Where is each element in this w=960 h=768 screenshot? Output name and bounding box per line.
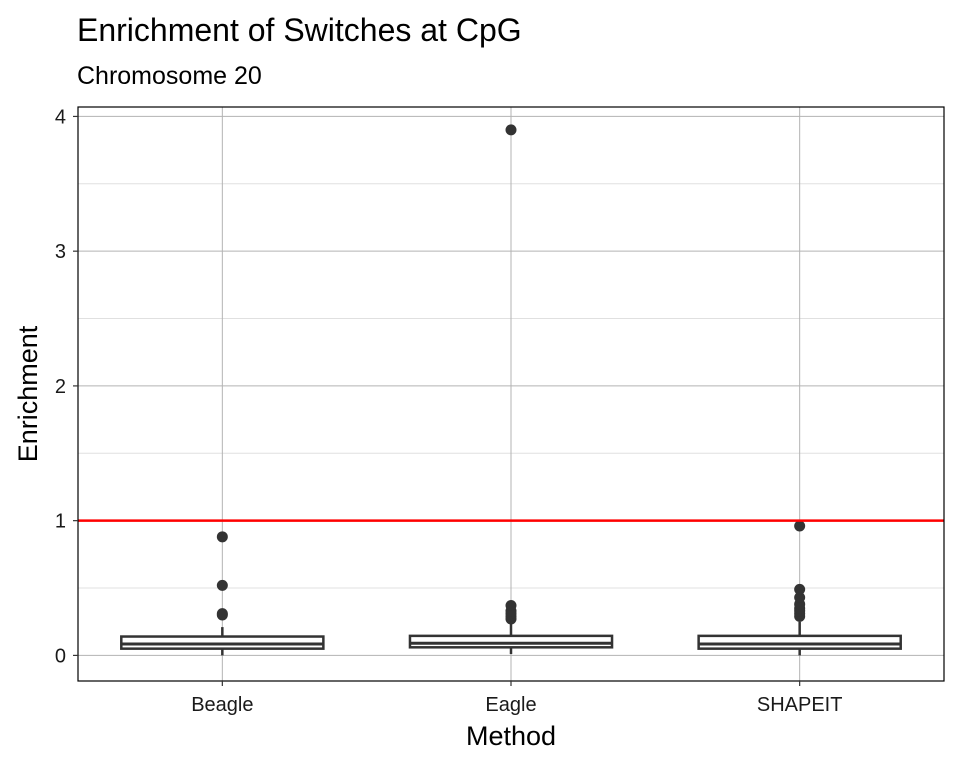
x-tick-label: Eagle xyxy=(485,694,536,716)
outlier-point xyxy=(216,531,228,543)
box-shapeit xyxy=(697,634,902,650)
plot-area: 0 1 2 3 4 Beagle Eagle SHAPEIT xyxy=(55,106,945,716)
x-tick-label: Beagle xyxy=(191,694,253,716)
y-tick-label: 3 xyxy=(55,241,66,263)
outlier-point xyxy=(505,124,517,136)
outlier-point xyxy=(216,608,228,620)
outlier-point xyxy=(794,520,806,532)
outlier-point xyxy=(216,579,228,591)
x-tick-label: SHAPEIT xyxy=(757,694,843,716)
y-tick-label: 4 xyxy=(55,106,66,128)
y-tick-label: 0 xyxy=(55,645,66,667)
outlier-point xyxy=(794,583,806,595)
outlier-point xyxy=(505,600,517,612)
x-axis-title: Method xyxy=(466,721,556,751)
outlier-point xyxy=(794,591,806,603)
y-tick-label: 1 xyxy=(55,511,66,533)
chart-subtitle: Chromosome 20 xyxy=(77,62,262,90)
y-tick-label: 2 xyxy=(55,376,66,398)
box-eagle xyxy=(408,634,614,649)
chart-title: Enrichment of Switches at CpG xyxy=(77,12,522,48)
y-axis-title: Enrichment xyxy=(13,325,43,462)
